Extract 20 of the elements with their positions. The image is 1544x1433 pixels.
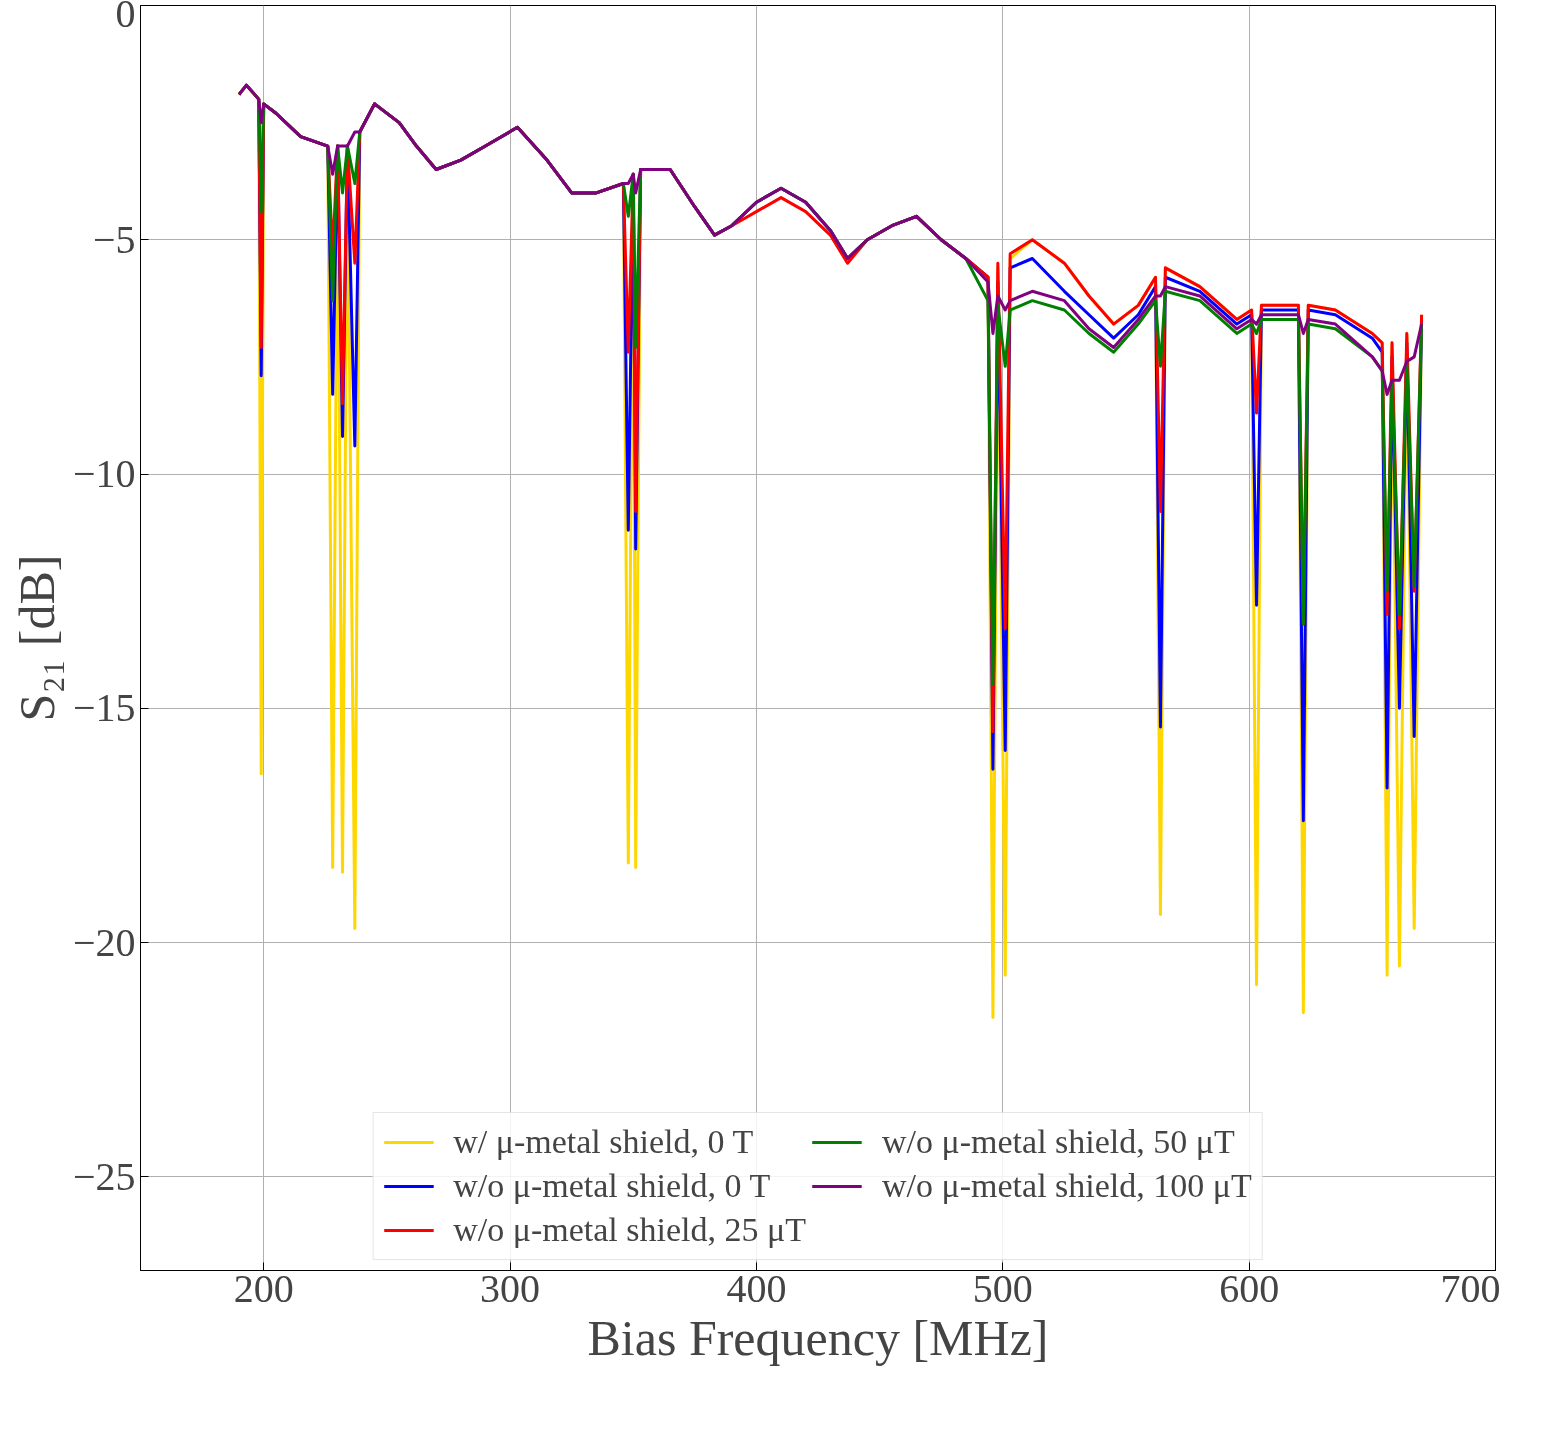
x-tick-label: 400 (726, 1265, 787, 1311)
y-axis-title: S₂₁ [dB] (8, 554, 65, 722)
legend-label: w/o μ-metal shield, 100 μT (882, 1167, 1252, 1205)
x-tick-label: 500 (972, 1265, 1033, 1311)
y-tick-label: −25 (72, 1153, 136, 1199)
y-tick-label: −10 (72, 451, 136, 497)
x-tick-label: 300 (480, 1265, 541, 1311)
x-axis-title: Bias Frequency [MHz] (587, 1309, 1049, 1366)
y-tick-label: −5 (92, 216, 136, 262)
y-tick-label: −20 (72, 919, 136, 965)
x-tick-label: 600 (1219, 1265, 1280, 1311)
legend-label: w/o μ-metal shield, 50 μT (882, 1123, 1235, 1161)
y-tick-label: 0 (115, 0, 136, 36)
x-tick-label: 700 (1440, 1265, 1501, 1311)
legend-label: w/o μ-metal shield, 25 μT (453, 1211, 806, 1249)
x-tick-label: 200 (233, 1265, 294, 1311)
legend-label: w/o μ-metal shield, 0 T (453, 1167, 771, 1205)
legend-label: w/ μ-metal shield, 0 T (453, 1123, 754, 1161)
line-series (237, 83, 1424, 396)
y-tick-label: −15 (72, 685, 136, 731)
